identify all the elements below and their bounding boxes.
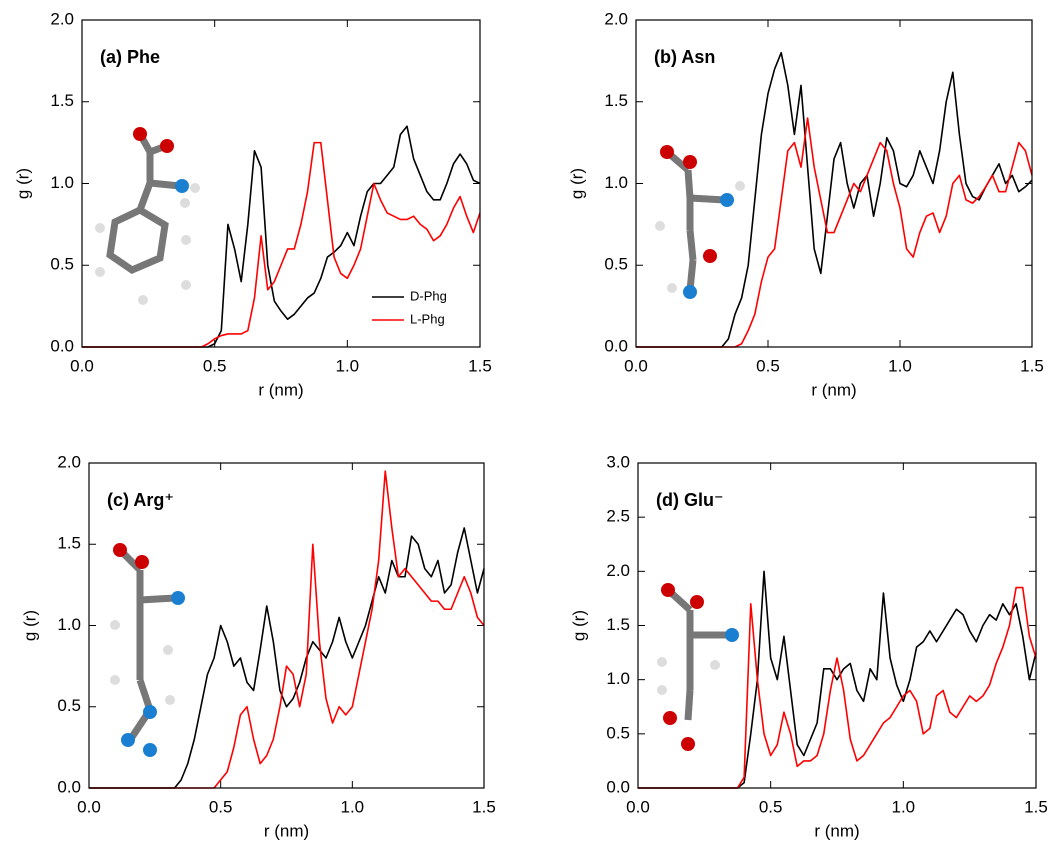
y-tick-label: 2.0 [57, 452, 81, 471]
x-axis-label: r (nm) [258, 380, 303, 399]
plot-frame [89, 463, 484, 788]
y-tick-label: 3.0 [606, 452, 630, 471]
x-axis-label: r (nm) [811, 380, 856, 399]
y-axis-label: g (r) [569, 610, 588, 641]
y-tick-label: 2.0 [50, 9, 74, 28]
y-tick-label: 0.0 [57, 777, 81, 796]
legend-label: D-Phg [410, 288, 447, 303]
x-tick-label: 1.0 [892, 797, 916, 816]
y-tick-label: 1.5 [50, 91, 74, 110]
molecule-glu [657, 583, 739, 751]
y-tick-label: 1.0 [50, 173, 74, 192]
y-tick-label: 2.0 [604, 9, 628, 28]
y-tick-label: 1.5 [604, 91, 628, 110]
molecule-asn [655, 145, 745, 299]
x-tick-label: 0.0 [626, 797, 650, 816]
y-axis-label: g (r) [20, 610, 39, 641]
data-line [638, 588, 1036, 788]
molecule-arg [110, 543, 185, 757]
x-tick-label: 1.5 [1020, 356, 1044, 375]
x-tick-label: 1.0 [341, 797, 365, 816]
y-tick-label: 0.5 [50, 255, 74, 274]
x-tick-label: 0.5 [759, 797, 783, 816]
figure: 0.0 0.5 1.0 1.5 0.0 0.5 1.0 1.5 2.0 (a) Phe r (nm)… [0, 0, 1052, 844]
y-tick-label: 2.5 [606, 507, 630, 526]
x-tick-label: 0.0 [70, 356, 94, 375]
page: {"chart_data": [ {"type": "line", "title… [0, 0, 1052, 844]
x-tick-label: 1.5 [472, 797, 496, 816]
panel-title: (a) Phe [100, 47, 160, 67]
panel-title: (b) Asn [654, 47, 715, 67]
y-tick-label: 1.5 [606, 615, 630, 634]
molecule-phe [95, 127, 200, 305]
x-tick-label: 0.0 [624, 356, 648, 375]
y-tick-label: 0.5 [57, 696, 81, 715]
x-tick-label: 0.5 [209, 797, 233, 816]
y-tick-label: 1.0 [57, 615, 81, 634]
x-tick-label: 1.5 [1024, 797, 1048, 816]
y-tick-label: 0.0 [604, 336, 628, 355]
data-line [636, 118, 1032, 347]
y-tick-label: 1.5 [57, 534, 81, 553]
y-tick-label: 1.0 [606, 669, 630, 688]
x-axis-label: r (nm) [814, 821, 859, 840]
x-tick-label: 1.5 [468, 356, 492, 375]
y-tick-label: 2.0 [606, 561, 630, 580]
x-tick-label: 0.5 [203, 356, 227, 375]
plot-frame [636, 20, 1032, 347]
y-tick-label: 0.0 [50, 336, 74, 355]
y-tick-label: 0.5 [604, 255, 628, 274]
y-axis-label: g (r) [13, 168, 32, 199]
y-axis-label: g (r) [567, 168, 586, 199]
legend-label: L-Phg [410, 311, 445, 326]
y-tick-label: 0.5 [606, 723, 630, 742]
plot-frame [638, 463, 1036, 788]
x-axis-label: r (nm) [264, 821, 309, 840]
x-tick-label: 1.0 [888, 356, 912, 375]
y-tick-label: 1.0 [604, 173, 628, 192]
x-tick-label: 0.5 [756, 356, 780, 375]
panel-title: (d) Glu⁻ [656, 490, 723, 510]
panel-title: (c) Arg⁺ [107, 490, 174, 510]
x-tick-label: 0.0 [77, 797, 101, 816]
data-line [89, 471, 484, 788]
x-tick-label: 1.0 [336, 356, 360, 375]
y-tick-label: 0.0 [606, 777, 630, 796]
